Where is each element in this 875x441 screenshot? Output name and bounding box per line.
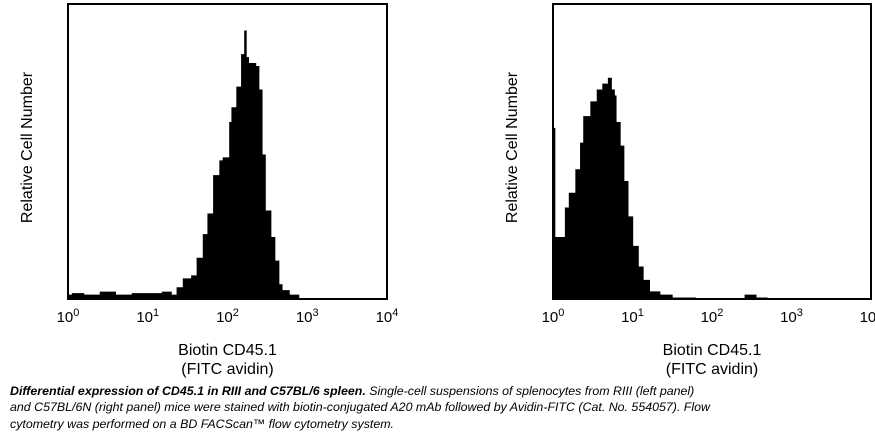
x-tick-label: 101	[621, 307, 644, 326]
tick-base: 10	[296, 309, 313, 326]
x-tick-label: 104	[376, 307, 399, 326]
x-axis-label: Biotin CD45.1	[663, 342, 762, 359]
tick-base: 10	[57, 309, 74, 326]
tick-exponent: 3	[313, 307, 319, 319]
x-axis-label: Biotin CD45.1	[178, 342, 277, 359]
tick-exponent: 0	[73, 307, 79, 319]
tick-exponent: 0	[558, 307, 564, 319]
plot-frame	[67, 3, 388, 300]
x-tick-label: 104	[860, 307, 875, 326]
x-tick-label: 100	[542, 307, 565, 326]
x-tick-label: 103	[780, 307, 803, 326]
tick-base: 10	[216, 309, 233, 326]
tick-base: 10	[780, 309, 797, 326]
x-tick-label: 100	[57, 307, 80, 326]
caption-title: Differential expression of CD45.1 in RII…	[10, 384, 366, 398]
x-axis-label-sub: (FITC avidin)	[666, 361, 758, 378]
plot-frame	[552, 3, 872, 300]
x-tick-label: 103	[296, 307, 319, 326]
figure-caption: Differential expression of CD45.1 in RII…	[10, 383, 870, 432]
y-axis-label: Relative Cell Number	[19, 71, 36, 223]
tick-base: 10	[136, 309, 153, 326]
x-tick-label: 102	[216, 307, 239, 326]
tick-exponent: 1	[638, 307, 644, 319]
tick-exponent: 2	[717, 307, 723, 319]
tick-exponent: 3	[797, 307, 803, 319]
histogram-series	[553, 77, 871, 299]
tick-exponent: 1	[153, 307, 159, 319]
tick-exponent: 4	[392, 307, 398, 319]
x-tick-label: 102	[701, 307, 724, 326]
x-axis-label-sub: (FITC avidin)	[181, 361, 273, 378]
caption-line-3: cytometry was performed on a BD FACScan™…	[10, 416, 394, 431]
caption-line-1: Differential expression of CD45.1 in RII…	[10, 383, 870, 399]
tick-base: 10	[542, 309, 559, 326]
tick-base: 10	[701, 309, 718, 326]
tick-exponent: 2	[233, 307, 239, 319]
histogram-series	[68, 30, 387, 300]
caption-line-2: and C57BL/6N (right panel) mice were sta…	[10, 400, 710, 415]
tick-base: 10	[376, 309, 393, 326]
caption-text-1: Single-cell suspensions of splenocytes f…	[365, 384, 695, 398]
x-tick-label: 101	[136, 307, 159, 326]
y-axis-label: Relative Cell Number	[504, 71, 521, 223]
tick-base: 10	[621, 309, 638, 326]
tick-base: 10	[860, 309, 875, 326]
